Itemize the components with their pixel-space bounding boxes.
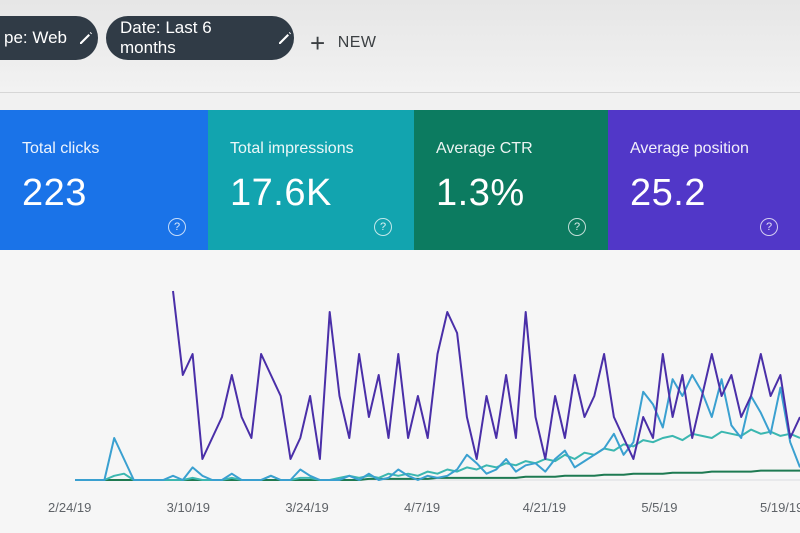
total-impressions-card[interactable]: Total impressions 17.6K ? [208,110,414,250]
total-impressions-label: Total impressions [230,140,354,157]
plus-icon: + [310,28,326,58]
average-position-card[interactable]: Average position 25.2 ? [608,110,800,250]
total-clicks-card[interactable]: Total clicks 223 ? [0,110,208,250]
average-position-value: 25.2 [630,172,706,214]
series-line-3[interactable] [75,428,800,481]
pencil-icon[interactable] [77,29,95,47]
x-tick-label: 3/10/19 [167,500,210,515]
help-icon[interactable]: ? [760,218,778,236]
help-icon[interactable]: ? [168,218,186,236]
average-ctr-label: Average CTR [436,140,533,157]
average-ctr-card[interactable]: Average CTR 1.3% ? [414,110,608,250]
help-icon[interactable]: ? [374,218,392,236]
date-filter-chip[interactable]: Date: Last 6 months [106,16,294,60]
average-position-label: Average position [630,140,749,157]
date-filter-label: Date: Last 6 months [120,18,212,57]
x-tick-label: 5/19/19 [760,500,800,515]
new-filter-label: NEW [337,34,377,51]
metric-cards: Total clicks 223 ? Total impressions 17.… [0,110,800,250]
series-line-1[interactable] [172,290,800,460]
x-tick-label: 5/5/19 [641,500,677,515]
total-impressions-value: 17.6K [230,172,332,214]
help-icon[interactable]: ? [568,218,586,236]
average-ctr-value: 1.3% [436,172,525,214]
x-tick-label: 2/24/19 [48,500,91,515]
x-tick-label: 3/24/19 [285,500,328,515]
total-clicks-label: Total clicks [22,140,100,157]
pencil-icon[interactable] [276,29,294,47]
new-filter-button[interactable]: + NEW [310,28,377,58]
total-clicks-value: 223 [22,172,87,214]
performance-chart: 2/24/19 3/10/19 3/24/19 4/7/19 4/21/19 5/5/19… [0,250,800,533]
x-tick-label: 4/7/19 [404,500,440,515]
search-type-filter-chip[interactable]: pe: Web [0,16,98,60]
x-tick-label: 4/21/19 [523,500,566,515]
search-type-filter-label: pe: Web [4,28,68,47]
filter-toolbar: pe: Web Date: Last 6 months + NEW [0,0,800,93]
performance-line-chart: 2/24/19 3/10/19 3/24/19 4/7/19 4/21/19 5/5/19… [48,290,800,515]
